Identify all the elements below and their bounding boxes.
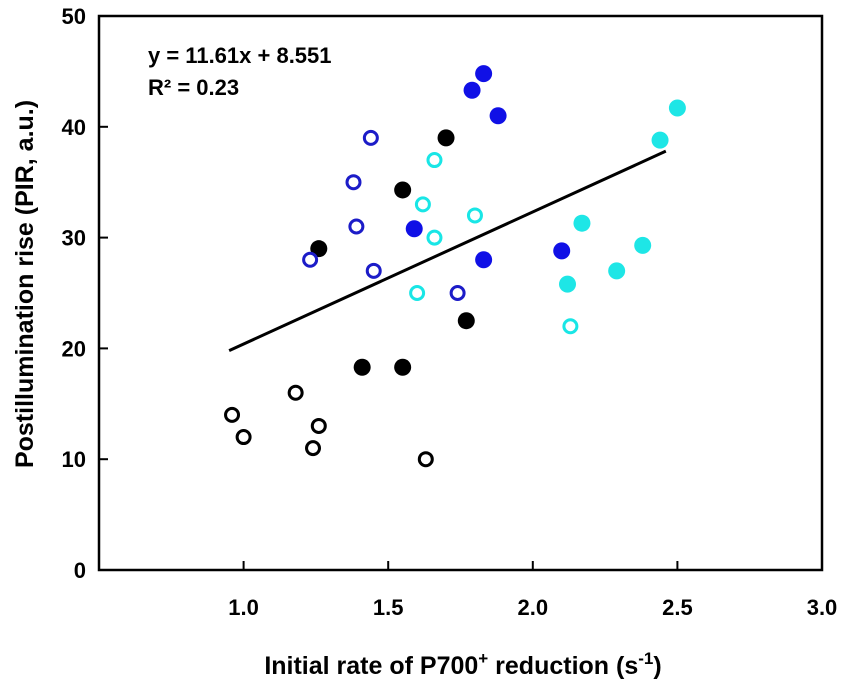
data-point-black-filled [394, 181, 412, 199]
data-point-black-open [417, 451, 434, 468]
data-point-black-open [224, 406, 241, 423]
y-tick-label: 30 [62, 226, 86, 251]
data-point-blue-filled [475, 65, 493, 83]
data-point-blue-filled [489, 107, 507, 125]
plot-frame [97, 14, 824, 572]
data-point-cyan-open [562, 318, 579, 335]
data-point-black-open [235, 429, 252, 446]
data-point-black-open [305, 440, 322, 457]
data-point-blue-open [348, 218, 365, 235]
x-axis-title-middle: reduction (s [488, 652, 638, 680]
data-point-cyan-filled [573, 214, 591, 232]
y-tick-labels: 0 10 20 30 40 50 [62, 4, 86, 583]
data-point-blue-open [302, 251, 319, 268]
y-tick-label: 50 [62, 4, 86, 29]
data-point-blue-open [362, 129, 379, 146]
x-tick-label: 1.5 [373, 595, 404, 620]
data-point-cyan-filled [559, 275, 577, 293]
data-point-cyan-open [409, 285, 426, 301]
data-point-cyan-filled [608, 262, 626, 280]
data-point-blue-filled [463, 81, 481, 99]
y-axis-title: Postillumination rise (PIR, a.u.) [11, 100, 39, 468]
x-axis-title: Initial rate of P700+ reduction (s-1) [264, 649, 661, 680]
data-point-black-filled [457, 312, 475, 330]
x-axis-title-prefix: Initial rate of P700 [264, 652, 478, 680]
data-point-cyan-open [426, 229, 443, 246]
data-points [224, 65, 686, 468]
data-point-cyan-filled [668, 99, 686, 117]
x-tick-label: 1.0 [228, 595, 259, 620]
data-point-black-filled [437, 129, 455, 147]
x-axis-title-sup2: -1 [638, 649, 653, 668]
y-tick-label: 10 [62, 447, 86, 472]
data-point-black-filled [353, 358, 371, 376]
data-point-blue-filled [553, 242, 571, 260]
data-point-cyan-filled [634, 236, 652, 254]
data-point-blue-open [345, 174, 362, 191]
x-tick-label: 2.0 [518, 595, 549, 620]
data-point-black-open [287, 384, 304, 401]
data-point-cyan-filled [651, 131, 669, 149]
regression-equation: y = 11.61x + 8.551 [148, 43, 332, 68]
x-tick-label: 2.5 [662, 595, 693, 620]
x-tick-labels: 1.0 1.5 2.0 2.5 3.0 [228, 595, 837, 620]
r-squared-label: R² = 0.23 [148, 75, 239, 100]
y-tick-label: 40 [62, 115, 86, 140]
data-point-black-filled [310, 240, 328, 258]
data-point-cyan-open [414, 196, 431, 213]
y-tick-label: 0 [74, 558, 86, 583]
x-axis-title-sup: + [478, 649, 488, 668]
data-point-cyan-open [466, 207, 483, 224]
data-point-blue-open [449, 285, 466, 301]
axis-ticks [99, 15, 823, 571]
data-point-cyan-open [426, 152, 443, 169]
data-point-blue-filled [405, 220, 423, 238]
data-point-blue-filled [475, 251, 493, 269]
data-point-black-open [310, 417, 327, 434]
data-point-black-filled [394, 358, 412, 376]
x-tick-label: 3.0 [807, 595, 838, 620]
y-tick-label: 20 [62, 336, 86, 361]
x-axis-title-suffix: ) [653, 652, 661, 680]
data-point-blue-open [365, 262, 382, 279]
regression-line [228, 149, 667, 352]
